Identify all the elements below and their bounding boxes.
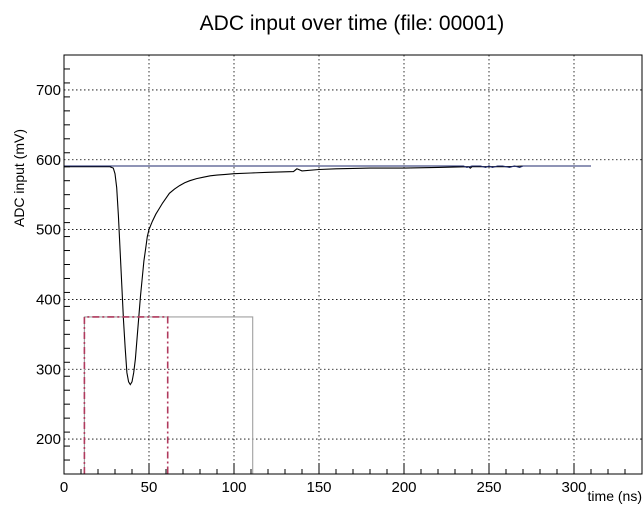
gate-series-line bbox=[83, 316, 254, 474]
y-axis-label: ADC input (mV) bbox=[11, 129, 27, 227]
x-tick-label: 150 bbox=[306, 479, 331, 496]
baseline-series-line bbox=[64, 165, 591, 168]
plot-frame bbox=[63, 54, 643, 475]
x-tick-label: 250 bbox=[476, 479, 501, 496]
y-tick-label: 700 bbox=[36, 82, 61, 99]
y-tick-label: 600 bbox=[36, 152, 61, 169]
chart-title: ADC input over time (file: 00001) bbox=[200, 12, 505, 35]
x-tick-label: 0 bbox=[60, 479, 68, 496]
y-tick-label: 200 bbox=[36, 431, 61, 448]
x-tick-label: 50 bbox=[141, 479, 158, 496]
x-tick-label: 100 bbox=[221, 479, 246, 496]
x-axis-label: time (ns) bbox=[588, 488, 642, 504]
ticks-group: 0 50 100 150 200 250 300 200 300 400 500 600 700 bbox=[36, 54, 643, 496]
series-group bbox=[64, 165, 591, 474]
window-series-line bbox=[83, 316, 169, 474]
y-tick-label: 400 bbox=[36, 291, 61, 308]
x-tick-label: 200 bbox=[391, 479, 416, 496]
y-tick-label: 300 bbox=[36, 361, 61, 378]
y-tick-label: 500 bbox=[36, 222, 61, 239]
grid bbox=[64, 55, 642, 474]
x-tick-label: 300 bbox=[561, 479, 586, 496]
waveform-series-line bbox=[64, 165, 591, 386]
